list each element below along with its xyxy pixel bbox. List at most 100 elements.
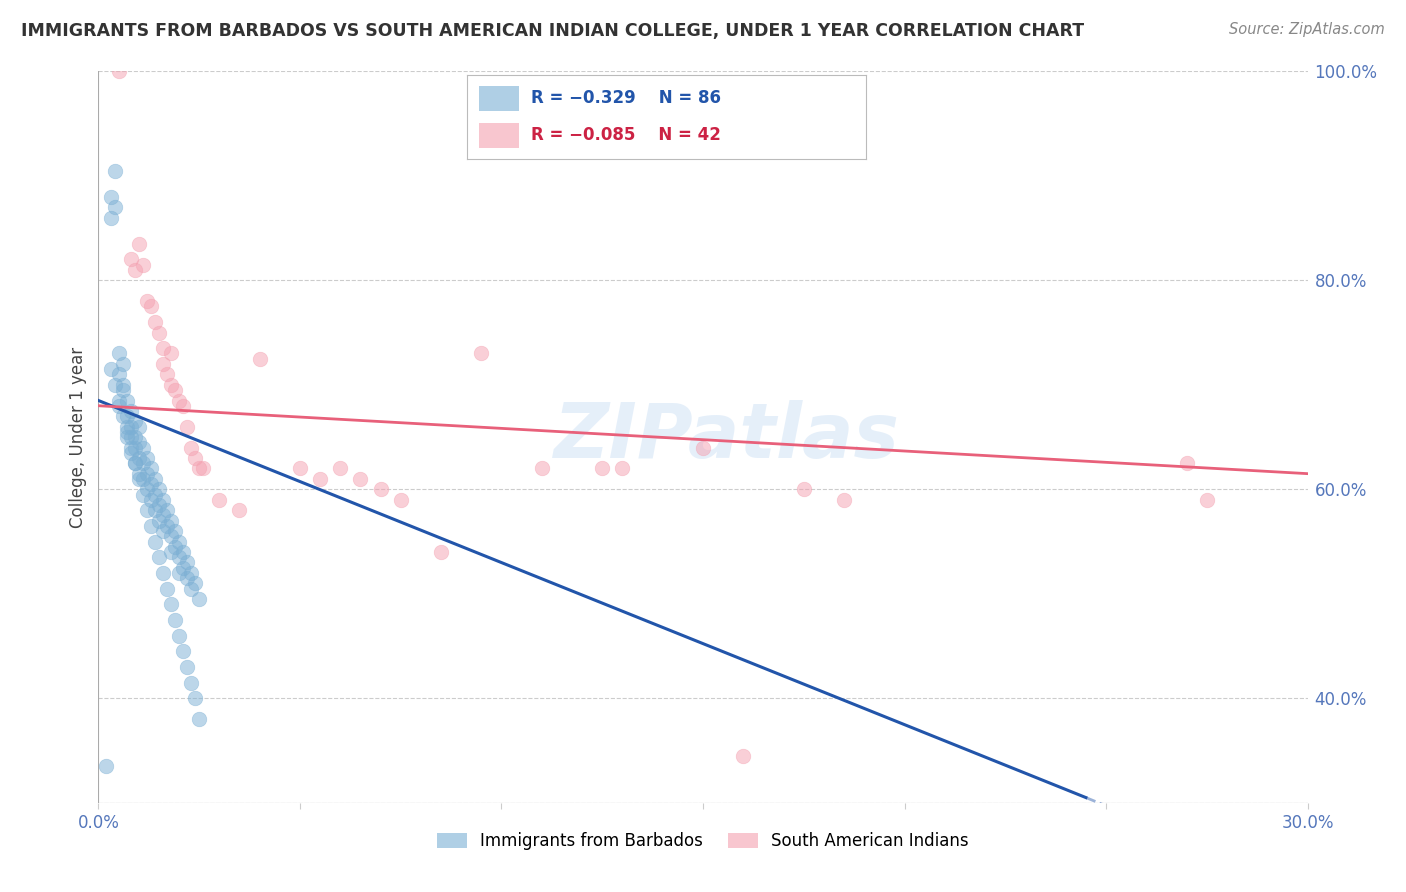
Point [107, 64, 129, 78]
Point [115, 409, 138, 424]
Point [115, 430, 138, 444]
Point [124, 456, 146, 470]
Point [288, 461, 311, 475]
Point [111, 377, 134, 392]
Point [128, 450, 150, 465]
Point [793, 483, 815, 497]
Point [128, 419, 150, 434]
Point [180, 582, 202, 596]
Point [132, 456, 155, 470]
Point [163, 524, 186, 538]
Point [139, 300, 162, 314]
Point [139, 461, 162, 475]
Point [128, 236, 150, 251]
Point [120, 404, 142, 418]
Point [148, 326, 170, 340]
Point [1195, 492, 1218, 507]
Point [120, 419, 142, 434]
Point [143, 315, 166, 329]
Point [107, 346, 129, 360]
Point [309, 472, 332, 486]
Point [530, 461, 553, 475]
Text: IMMIGRANTS FROM BARBADOS VS SOUTH AMERICAN INDIAN COLLEGE, UNDER 1 YEAR CORRELAT: IMMIGRANTS FROM BARBADOS VS SOUTH AMERIC… [21, 22, 1084, 40]
Text: Source: ZipAtlas.com: Source: ZipAtlas.com [1229, 22, 1385, 37]
Point [115, 425, 138, 439]
Point [188, 592, 211, 607]
Point [370, 483, 392, 497]
Point [591, 461, 613, 475]
Point [188, 461, 211, 475]
Point [96, 759, 118, 773]
Point [148, 483, 170, 497]
Point [132, 487, 155, 501]
Point [139, 477, 162, 491]
Point [148, 498, 170, 512]
Point [143, 487, 166, 501]
Point [103, 377, 125, 392]
Point [349, 472, 371, 486]
Point [100, 190, 122, 204]
Point [143, 472, 166, 486]
Point [152, 524, 174, 538]
Point [128, 435, 150, 450]
Point [111, 409, 134, 424]
Point [135, 503, 157, 517]
Point [167, 629, 190, 643]
Point [152, 508, 174, 523]
Point [115, 419, 138, 434]
Point [152, 341, 174, 355]
Point [120, 252, 142, 267]
Point [156, 519, 179, 533]
Point [139, 519, 162, 533]
Point [124, 430, 146, 444]
Point [329, 461, 352, 475]
Point [135, 450, 157, 465]
Point [160, 529, 183, 543]
Point [163, 613, 186, 627]
Point [132, 441, 155, 455]
Point [389, 492, 412, 507]
Point [107, 393, 129, 408]
Point [692, 441, 714, 455]
Point [193, 461, 215, 475]
Point [228, 503, 250, 517]
Point [167, 393, 190, 408]
Point [124, 441, 146, 455]
Point [103, 200, 125, 214]
Point [115, 393, 138, 408]
Point [156, 503, 179, 517]
Point [184, 450, 207, 465]
Point [184, 691, 207, 706]
Point [120, 441, 142, 455]
Point [184, 576, 207, 591]
Point [176, 571, 198, 585]
Point [156, 368, 179, 382]
Point [167, 550, 190, 565]
Point [103, 163, 125, 178]
Point [172, 644, 194, 658]
Point [163, 540, 186, 554]
Point [132, 258, 155, 272]
Legend: Immigrants from Barbados, South American Indians: Immigrants from Barbados, South American… [430, 825, 976, 856]
Point [148, 514, 170, 528]
Text: ZIPatlas: ZIPatlas [554, 401, 900, 474]
Point [249, 351, 271, 366]
Point [832, 492, 855, 507]
Point [120, 430, 142, 444]
Point [160, 346, 183, 360]
Point [160, 597, 183, 611]
Point [135, 294, 157, 309]
Point [180, 566, 202, 580]
Point [128, 467, 150, 481]
Point [139, 492, 162, 507]
Point [111, 357, 134, 371]
Point [180, 441, 202, 455]
Point [156, 582, 179, 596]
Point [172, 545, 194, 559]
Y-axis label: College, Under 1 year: College, Under 1 year [69, 346, 87, 528]
Point [152, 357, 174, 371]
Point [160, 514, 183, 528]
Point [152, 566, 174, 580]
Point [176, 419, 198, 434]
Point [120, 446, 142, 460]
